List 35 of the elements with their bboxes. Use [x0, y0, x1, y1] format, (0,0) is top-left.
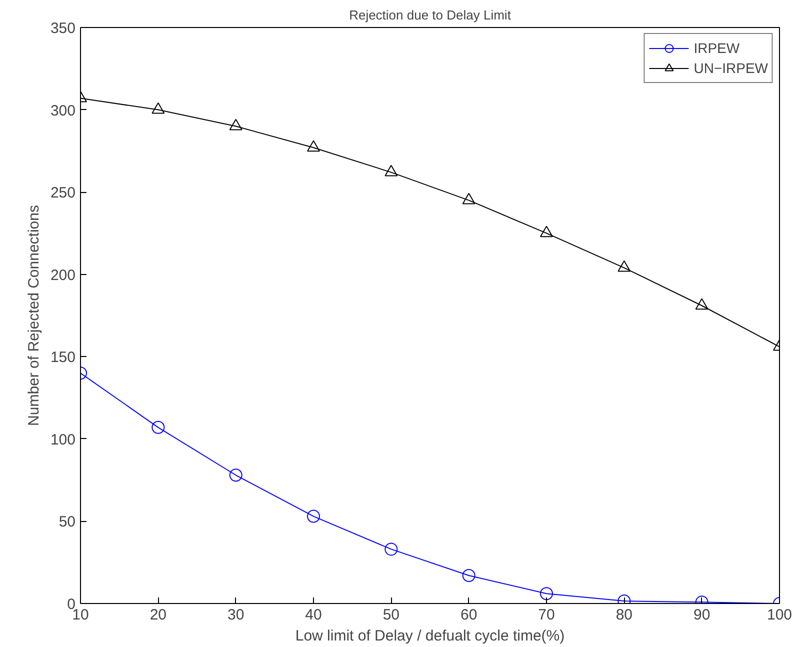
point — [540, 587, 553, 600]
legend-label: UN−IRPEW — [694, 60, 768, 76]
x-tick-label: 90 — [693, 606, 710, 624]
x-tick-label: 60 — [460, 606, 478, 624]
x-tick-label: 100 — [766, 606, 792, 624]
point — [152, 420, 165, 434]
point — [307, 140, 320, 152]
y-tick-label: 100 — [50, 431, 76, 448]
y-axis-title: Number of Rejected Connections — [25, 205, 42, 426]
y-tick-label: 350 — [50, 20, 76, 37]
x-tick-label: 70 — [538, 606, 555, 624]
y-tick-label: 300 — [50, 102, 76, 120]
y-tick-label: 200 — [50, 266, 76, 284]
chart-title: Rejection due to Delay Limit — [349, 8, 512, 22]
point — [307, 510, 320, 523]
point — [462, 569, 476, 582]
x-tick-label: 30 — [227, 606, 244, 624]
x-tick-label: 80 — [616, 606, 633, 624]
x-tick-label: 50 — [382, 606, 400, 624]
point — [540, 226, 553, 238]
point — [152, 102, 165, 114]
legend-label: IRPEW — [694, 40, 740, 56]
y-tick-label: 50 — [58, 514, 76, 531]
point — [618, 260, 631, 272]
point — [229, 468, 242, 482]
x-tick-label: 40 — [305, 606, 322, 624]
point — [384, 164, 398, 176]
point — [229, 118, 242, 130]
x-tick-label: 20 — [150, 606, 167, 624]
y-tick-label: 250 — [50, 184, 76, 202]
point — [695, 298, 708, 310]
y-tick-label: 150 — [50, 349, 76, 366]
point — [462, 192, 476, 204]
point — [384, 542, 398, 556]
x-axis-title: Low limit of Delay / defualt cycle time(%) — [295, 628, 565, 644]
